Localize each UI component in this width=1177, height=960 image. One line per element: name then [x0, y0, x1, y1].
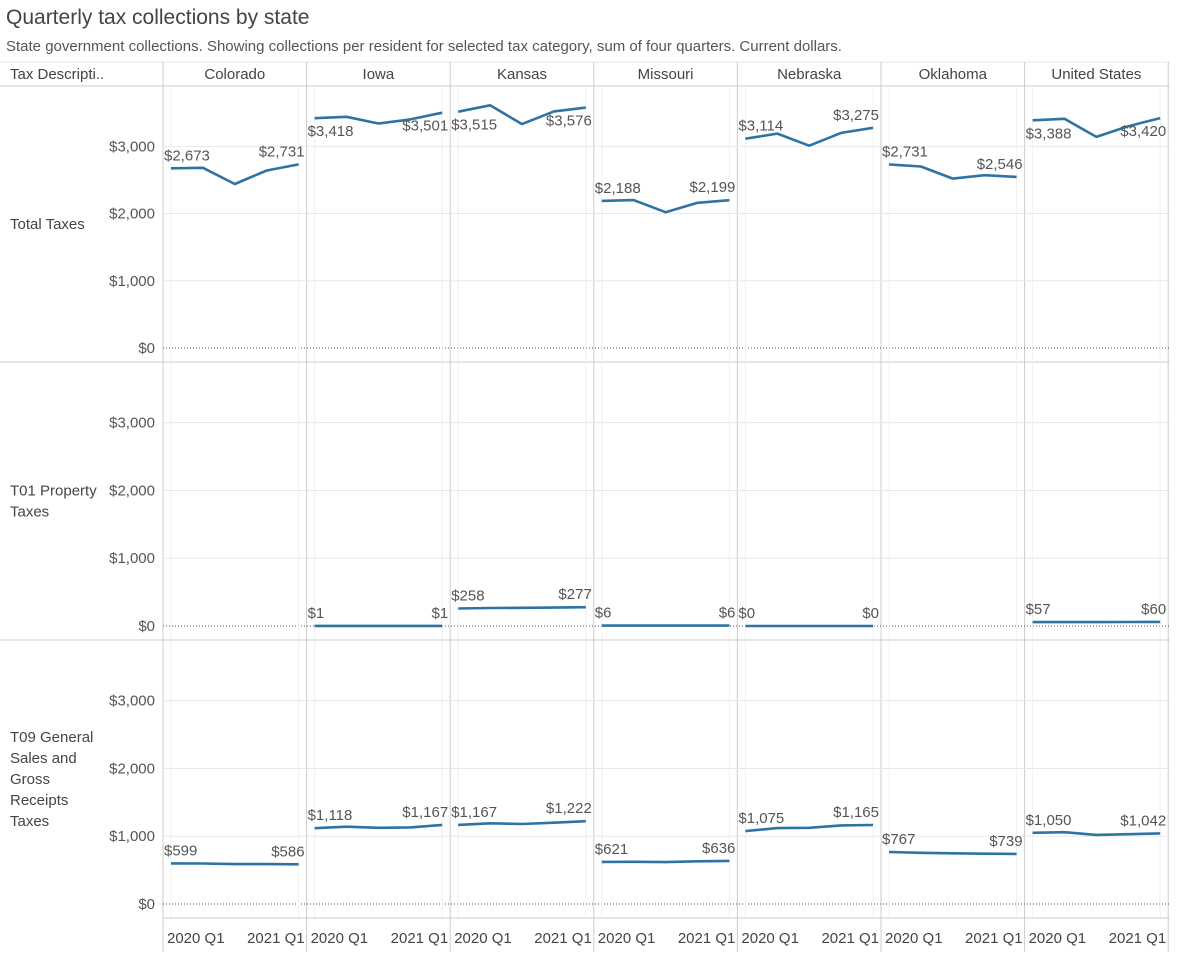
data-label-first: $2,188: [595, 180, 641, 197]
data-label-last: $739: [989, 833, 1022, 850]
data-label-first: $57: [1026, 601, 1051, 618]
y-tick-label: $3,000: [109, 138, 155, 155]
x-tick-label: 2021 Q1: [247, 930, 305, 947]
chart-subtitle: State government collections. Showing co…: [6, 38, 842, 55]
data-label-first: $1,167: [451, 804, 497, 821]
data-label-last: $3,275: [833, 107, 879, 124]
data-label-last: $1,167: [402, 804, 448, 821]
data-label-first: $599: [164, 842, 197, 859]
y-tick-label: $0: [138, 340, 155, 357]
row-header-label: Tax Descripti..: [10, 66, 104, 83]
data-label-first: $1,118: [308, 807, 353, 824]
x-tick-label: 2021 Q1: [678, 930, 736, 947]
x-tick-label: 2021 Q1: [821, 930, 879, 947]
row-label: T09 General Sales and Gross Receipts Taxes: [10, 729, 93, 830]
y-tick-label: $2,000: [109, 760, 155, 777]
series-line-oklahoma: [888, 850, 1017, 856]
data-label-last: $0: [862, 605, 879, 622]
x-tick-label: 2020 Q1: [311, 930, 369, 947]
y-tick-label: $1,000: [109, 550, 155, 567]
column-header-colorado: Colorado: [204, 66, 265, 83]
column-header-kansas: Kansas: [497, 66, 547, 83]
data-label-first: $258: [451, 588, 484, 605]
data-label-first: $621: [595, 841, 628, 858]
y-tick-label: $3,000: [109, 415, 155, 432]
data-label-last: $1,042: [1120, 812, 1166, 829]
data-label-first: $1: [308, 605, 325, 622]
data-label-last: $60: [1141, 601, 1166, 618]
series-line-missouri: [601, 859, 730, 864]
series-line-kansas: [458, 819, 586, 827]
data-label-last: $2,546: [977, 156, 1023, 173]
y-tick-label: $2,000: [109, 206, 155, 223]
x-tick-label: 2020 Q1: [454, 930, 512, 947]
data-label-last: $1,165: [833, 804, 879, 821]
data-label-last: $2,731: [259, 143, 305, 160]
y-tick-label: $0: [138, 618, 155, 635]
chart-marks: $2,673 $2,731$3,418 $3,501 $3,515 $3,576$2,1…: [164, 104, 1166, 866]
data-label-first: $3,418: [308, 123, 354, 140]
series-line-missouri: [601, 198, 730, 214]
data-label-first: $3,114: [738, 118, 783, 135]
x-tick-label: 2020 Q1: [885, 930, 943, 947]
column-header-missouri: Missouri: [638, 66, 694, 83]
data-label-first: $0: [738, 605, 755, 622]
data-label-first: $1,050: [1026, 812, 1072, 829]
data-label-first: $2,673: [164, 147, 210, 164]
data-label-first: $3,515: [451, 117, 497, 134]
data-label-first: $2,731: [882, 143, 928, 160]
series-line-united-states: [1032, 830, 1161, 837]
row-label: Total Taxes: [10, 216, 85, 233]
data-label-last: $277: [558, 586, 591, 603]
data-label-last: $1,222: [546, 800, 592, 817]
x-tick-label: 2020 Q1: [741, 930, 799, 947]
row-label: T01 Property Taxes: [10, 483, 97, 521]
y-tick-label: $3,000: [109, 693, 155, 710]
data-label-last: $3,420: [1120, 123, 1166, 140]
column-header-iowa: Iowa: [363, 66, 395, 83]
column-header-oklahoma: Oklahoma: [919, 66, 988, 83]
y-tick-label: $2,000: [109, 482, 155, 499]
data-label-last: $636: [702, 840, 735, 857]
x-tick-label: 2020 Q1: [1029, 930, 1087, 947]
x-tick-label: 2021 Q1: [391, 930, 449, 947]
data-label-last: $586: [271, 843, 304, 860]
series-line-colorado: [170, 163, 299, 186]
data-label-last: $2,199: [690, 179, 736, 196]
data-label-first: $6: [595, 605, 612, 622]
data-label-last: $6: [719, 605, 736, 622]
chart-frame: Tax Descripti.. Colorado Iowa Kansas Missour…: [0, 61, 1170, 952]
chart-title: Quarterly tax collections by state: [6, 6, 310, 29]
data-label-last: $3,501: [402, 118, 448, 135]
y-tick-label: $1,000: [109, 273, 155, 290]
x-tick-label: 2021 Q1: [534, 930, 592, 947]
column-header-united-states: United States: [1051, 66, 1141, 83]
x-tick-label: 2020 Q1: [598, 930, 656, 947]
data-label-first: $1,075: [738, 810, 784, 827]
x-tick-label: 2021 Q1: [1109, 930, 1167, 947]
data-label-first: $3,388: [1026, 125, 1072, 142]
y-tick-label: $1,000: [109, 828, 155, 845]
data-label-last: $1: [432, 605, 449, 622]
y-tick-label: $0: [138, 896, 155, 913]
data-label-last: $3,576: [546, 113, 592, 130]
column-header-nebraska: Nebraska: [777, 66, 842, 83]
data-label-first: $767: [882, 831, 915, 848]
x-tick-label: 2021 Q1: [965, 930, 1023, 947]
x-tick-label: 2020 Q1: [167, 930, 225, 947]
